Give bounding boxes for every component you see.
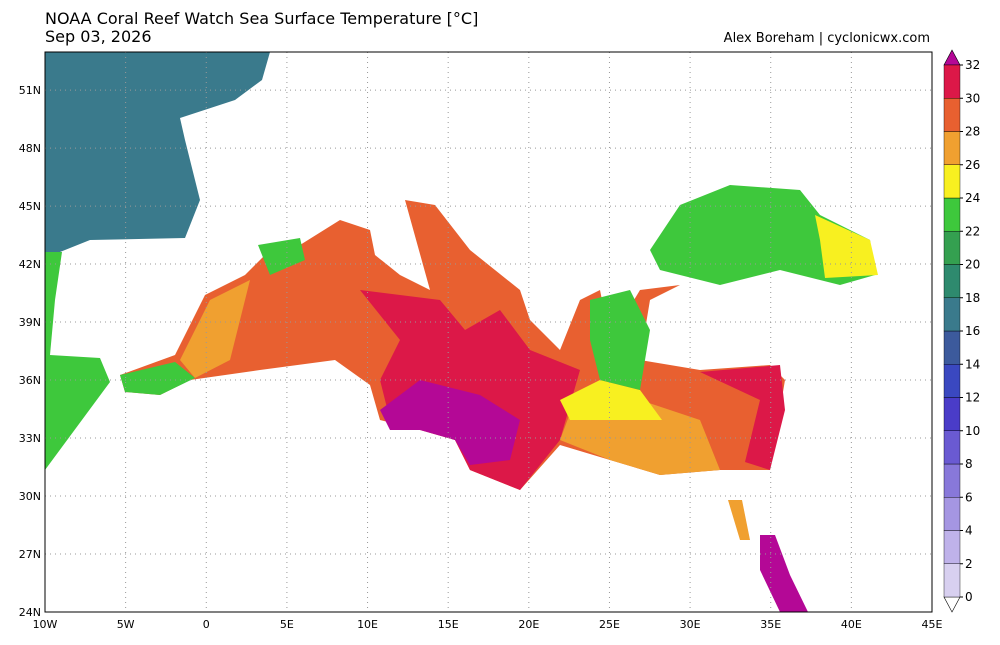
colorbar-bin xyxy=(943,231,961,265)
colorbar-label: 10 xyxy=(965,424,980,438)
black-sea xyxy=(650,185,875,285)
colorbar-bin xyxy=(943,430,961,465)
lon-label: 10E xyxy=(357,618,378,631)
colorbar-bin xyxy=(943,397,961,431)
gulf-of-suez xyxy=(728,500,750,540)
colorbar-bin xyxy=(943,463,961,498)
colorbar-bin xyxy=(943,497,961,531)
colorbar-label: 16 xyxy=(965,324,980,338)
colorbar-label: 30 xyxy=(965,91,980,105)
lon-label: 40E xyxy=(841,618,862,631)
colorbar-label: 0 xyxy=(965,590,973,604)
lon-label: 20E xyxy=(518,618,539,631)
colorbar-bin xyxy=(943,364,961,398)
colorbar-label: 14 xyxy=(965,357,980,371)
lat-label: 39N xyxy=(19,316,41,329)
atlantic xyxy=(45,52,270,252)
lat-label: 27N xyxy=(19,548,41,561)
colorbar-bin xyxy=(943,264,961,298)
sea-magenta xyxy=(380,380,520,465)
lon-label: 15E xyxy=(438,618,459,631)
colorbar-bin xyxy=(943,197,961,232)
lon-label: 45E xyxy=(922,618,943,631)
lon-label: 5E xyxy=(280,618,294,631)
colorbar-label: 26 xyxy=(965,158,980,172)
lat-label: 30N xyxy=(19,490,41,503)
levant xyxy=(700,365,785,470)
colorbar-label: 20 xyxy=(965,258,980,272)
aegean xyxy=(590,290,650,390)
colorbar-label: 22 xyxy=(965,224,980,238)
lat-label: 33N xyxy=(19,432,41,445)
title: NOAA Coral Reef Watch Sea Surface Temper… xyxy=(45,9,478,28)
lat-label: 42N xyxy=(19,258,41,271)
colorbar-bin xyxy=(943,64,961,99)
credit: Alex Boreham | cyclonicwx.com xyxy=(724,31,930,46)
colorbar-bin xyxy=(943,297,961,332)
lat-label: 51N xyxy=(19,84,41,97)
sea-yellow xyxy=(560,380,662,420)
atlantic-south xyxy=(45,252,110,470)
lat-label: 48N xyxy=(19,142,41,155)
sea-red xyxy=(360,290,580,490)
colorbar-bin xyxy=(943,563,961,598)
colorbar-arrow-low xyxy=(943,596,961,613)
colorbar-label: 6 xyxy=(965,490,973,504)
black-sea-east xyxy=(815,215,878,278)
map-frame xyxy=(44,51,933,613)
colorbar-bin xyxy=(943,131,961,165)
gulf-of-lion xyxy=(258,238,305,275)
lon-label: 0 xyxy=(203,618,210,631)
lon-label: 35E xyxy=(760,618,781,631)
colorbar-bin xyxy=(943,98,961,132)
colorbar-bin xyxy=(943,530,961,564)
date: Sep 03, 2026 xyxy=(45,27,152,46)
lon-label: 10W xyxy=(33,618,58,631)
lon-label: 5W xyxy=(117,618,135,631)
colorbar-label: 32 xyxy=(965,58,980,72)
colorbar-arrow-high xyxy=(943,49,961,66)
colorbar-label: 4 xyxy=(965,524,973,538)
lon-label: 30E xyxy=(680,618,701,631)
sea-orange xyxy=(180,280,250,378)
lat-label: 45N xyxy=(19,200,41,213)
colorbar-label: 28 xyxy=(965,125,980,139)
red-sea xyxy=(760,535,808,612)
alboran xyxy=(120,362,195,395)
lon-label: 25E xyxy=(599,618,620,631)
graticule xyxy=(45,52,932,612)
map xyxy=(44,51,933,613)
colorbar-label: 18 xyxy=(965,291,980,305)
colorbar-label: 24 xyxy=(965,191,980,205)
colorbar-bin xyxy=(943,330,961,365)
lat-label: 24N xyxy=(19,606,41,619)
colorbar-label: 12 xyxy=(965,391,980,405)
colorbar-bin xyxy=(943,164,961,199)
lat-label: 36N xyxy=(19,374,41,387)
colorbar-label: 2 xyxy=(965,557,973,571)
colorbar-label: 8 xyxy=(965,457,973,471)
